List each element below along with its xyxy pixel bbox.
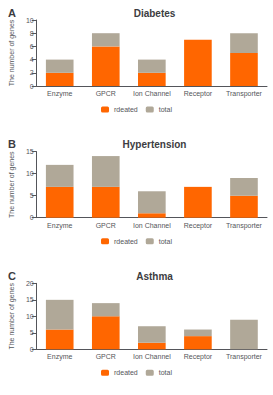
svg-text:15: 15 [26,148,34,155]
svg-text:Enzyme: Enzyme [47,353,72,361]
svg-text:0: 0 [30,214,34,221]
svg-text:2: 2 [30,69,34,76]
svg-text:C: C [8,270,16,282]
svg-text:Ion Channel: Ion Channel [133,222,171,229]
svg-text:The number of genes: The number of genes [8,151,16,218]
svg-text:GPCR: GPCR [96,90,116,97]
svg-text:8: 8 [30,30,34,37]
svg-text:15: 15 [26,296,34,303]
svg-text:5: 5 [30,329,34,336]
svg-text:Receptor: Receptor [184,90,213,98]
svg-text:Enzyme: Enzyme [47,222,72,230]
svg-text:The number of genes: The number of genes [8,283,16,350]
svg-text:Asthma: Asthma [136,271,173,282]
svg-text:total: total [159,238,173,245]
svg-text:GPCR: GPCR [96,353,116,360]
svg-text:6: 6 [30,43,34,50]
svg-text:10: 10 [26,17,34,24]
svg-text:Receptor: Receptor [184,353,213,361]
svg-text:total: total [159,106,173,113]
svg-text:Enzyme: Enzyme [47,90,72,98]
svg-text:B: B [8,138,16,150]
svg-text:20: 20 [26,280,34,287]
svg-text:0: 0 [30,83,34,90]
svg-text:Receptor: Receptor [184,222,213,230]
svg-text:10: 10 [26,170,34,177]
svg-text:10: 10 [26,313,34,320]
svg-text:Ion Channel: Ion Channel [133,353,171,360]
svg-text:Transporter: Transporter [226,222,263,230]
svg-text:rdeated: rdeated [114,106,138,113]
svg-text:total: total [159,369,173,376]
svg-text:0: 0 [30,346,34,353]
svg-text:Ion Channel: Ion Channel [133,90,171,97]
svg-text:5: 5 [30,192,34,199]
svg-text:Diabetes: Diabetes [134,8,176,19]
svg-text:GPCR: GPCR [96,222,116,229]
svg-text:Transporter: Transporter [226,90,263,98]
svg-text:rdeated: rdeated [114,369,138,376]
svg-text:The number of genes: The number of genes [8,19,16,86]
svg-text:Transporter: Transporter [226,353,263,361]
svg-text:A: A [8,7,16,19]
svg-text:4: 4 [30,56,34,63]
svg-text:Hypertension: Hypertension [123,139,187,150]
svg-text:rdeated: rdeated [114,238,138,245]
